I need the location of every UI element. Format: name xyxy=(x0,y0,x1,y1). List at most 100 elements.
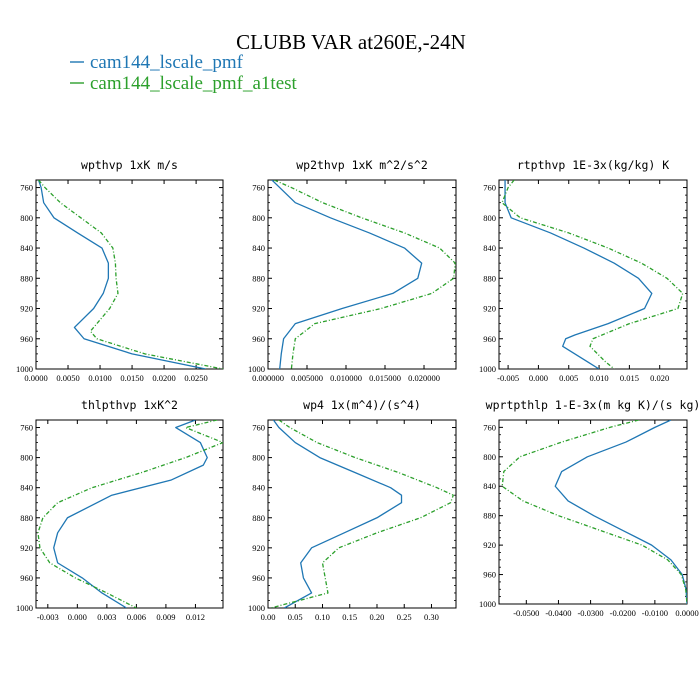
x-tick-label: 0.000 xyxy=(68,612,87,622)
series-line-1 xyxy=(273,180,456,369)
y-tick-label: 1000 xyxy=(16,364,33,374)
x-tick-label: 0.0150 xyxy=(120,373,143,383)
y-tick-label: 840 xyxy=(20,483,33,493)
series-line-1 xyxy=(37,420,223,608)
x-tick-label: 0.0000 xyxy=(675,608,698,618)
y-tick-label: 920 xyxy=(483,304,496,314)
x-tick-label: 0.006 xyxy=(127,612,146,622)
x-tick-label: 0.010000 xyxy=(330,373,362,383)
y-tick-label: 760 xyxy=(483,183,496,193)
x-tick-label: -0.0400 xyxy=(545,608,571,618)
series-line-0 xyxy=(554,420,687,604)
y-tick-label: 1000 xyxy=(248,603,265,613)
series-line-0 xyxy=(272,420,403,608)
x-tick-label: 0.000 xyxy=(529,373,548,383)
y-tick-label: 960 xyxy=(20,334,33,344)
y-tick-label: 1000 xyxy=(479,599,496,609)
y-tick-label: 840 xyxy=(483,481,496,491)
y-tick-label: 760 xyxy=(252,423,265,433)
x-tick-label: 0.30 xyxy=(424,612,439,622)
panel-title: wp4 1x(m^4)/(s^4) xyxy=(303,398,421,412)
panel-title: wpthvp 1xK m/s xyxy=(81,158,178,172)
plot-frame xyxy=(35,179,224,370)
y-tick-label: 840 xyxy=(20,243,33,253)
series-line-0 xyxy=(37,180,206,369)
x-tick-label: 0.012 xyxy=(186,612,205,622)
plot-frame xyxy=(498,179,688,370)
plot-frame xyxy=(498,419,688,605)
x-tick-label: 0.0050 xyxy=(56,373,79,383)
y-tick-label: 1000 xyxy=(16,603,33,613)
series-line-0 xyxy=(504,180,653,369)
panel-title: rtpthvp 1E-3x(kg/kg) K xyxy=(517,158,669,172)
x-tick-label: 0.020 xyxy=(650,373,669,383)
plot-frame xyxy=(267,419,457,609)
y-tick-label: 760 xyxy=(20,183,33,193)
y-tick-label: 800 xyxy=(252,213,265,223)
y-tick-label: 960 xyxy=(20,573,33,583)
series-line-0 xyxy=(53,420,208,608)
panel-title: thlpthvp 1xK^2 xyxy=(81,398,178,412)
series-line-1 xyxy=(270,420,454,608)
x-tick-label: 0.005000 xyxy=(291,373,323,383)
x-tick-label: 0.005 xyxy=(559,373,578,383)
x-tick-label: -0.0100 xyxy=(642,608,668,618)
panel-4: wp4 1x(m^4)/(s^4) 760 800 840 880 920 960 1000 0… xyxy=(248,398,457,622)
y-tick-label: 1000 xyxy=(248,364,265,374)
y-tick-label: 840 xyxy=(483,243,496,253)
panel-1: wp2thvp 1xK m^2/s^2 760 800 840 880 920 960 100… xyxy=(248,158,457,383)
y-tick-label: 880 xyxy=(252,273,265,283)
x-tick-label: -0.0300 xyxy=(577,608,603,618)
y-tick-label: 960 xyxy=(483,334,496,344)
y-tick-label: 1000 xyxy=(479,364,496,374)
x-tick-label: 0.0000 xyxy=(24,373,47,383)
y-tick-label: 840 xyxy=(252,243,265,253)
x-tick-label: 0.020000 xyxy=(408,373,440,383)
panel-0: wpthvp 1xK m/s76080084088092096010000.00… xyxy=(16,158,224,383)
x-tick-label: 0.25 xyxy=(397,612,412,622)
x-tick-label: 0.010 xyxy=(590,373,609,383)
panel-3: thlpthvp 1xK^2 760 800 840 880 920 960 1000 -0.0… xyxy=(16,398,224,622)
panel-title: wprtpthlp 1-E-3x(m kg K)/(s kg) xyxy=(486,398,700,412)
y-tick-label: 880 xyxy=(483,273,496,283)
series-line-1 xyxy=(501,420,687,604)
y-tick-label: 800 xyxy=(20,213,33,223)
y-tick-label: 920 xyxy=(252,543,265,553)
y-tick-label: 880 xyxy=(483,511,496,521)
legend: cam144_lscale_pmf cam144_lscale_pmf_a1te… xyxy=(70,52,298,94)
x-tick-label: 0.009 xyxy=(156,612,175,622)
x-tick-label: 0.000000 xyxy=(252,373,284,383)
y-tick-label: 880 xyxy=(20,513,33,523)
y-tick-label: 840 xyxy=(252,483,265,493)
y-tick-label: 800 xyxy=(483,213,496,223)
plot-frame xyxy=(35,419,224,609)
x-tick-label: -0.0500 xyxy=(513,608,539,618)
y-tick-label: 960 xyxy=(252,573,265,583)
x-tick-label: 0.15 xyxy=(342,612,357,622)
y-tick-label: 880 xyxy=(252,513,265,523)
panel-2: rtpthvp 1E-3x(kg/kg) K 760 800 840 880 920 960… xyxy=(479,158,688,383)
x-tick-label: 0.10 xyxy=(315,612,330,622)
x-tick-label: -0.005 xyxy=(497,373,519,383)
y-tick-label: 920 xyxy=(483,540,496,550)
x-tick-label: 0.0250 xyxy=(184,373,207,383)
x-tick-label: 0.20 xyxy=(370,612,385,622)
y-tick-label: 800 xyxy=(252,453,265,463)
panel-title: wp2thvp 1xK m^2/s^2 xyxy=(296,158,428,172)
plot-frame xyxy=(267,179,457,370)
y-tick-label: 800 xyxy=(483,452,496,462)
y-tick-label: 760 xyxy=(252,183,265,193)
panel-grid: wpthvp 1xK m/s76080084088092096010000.00… xyxy=(16,158,700,622)
y-tick-label: 920 xyxy=(252,304,265,314)
legend-label-0: cam144_lscale_pmf xyxy=(90,52,244,73)
y-tick-label: 760 xyxy=(20,423,33,433)
legend-label-1: cam144_lscale_pmf_a1test xyxy=(90,73,298,94)
x-tick-label: 0.003 xyxy=(97,612,116,622)
figure-title: CLUBB VAR at260E,-24N xyxy=(236,30,466,54)
y-tick-label: 960 xyxy=(483,570,496,580)
series-line-1 xyxy=(501,180,684,369)
x-tick-label: 0.05 xyxy=(288,612,303,622)
series-line-0 xyxy=(271,180,423,369)
x-tick-label: 0.015 xyxy=(620,373,639,383)
